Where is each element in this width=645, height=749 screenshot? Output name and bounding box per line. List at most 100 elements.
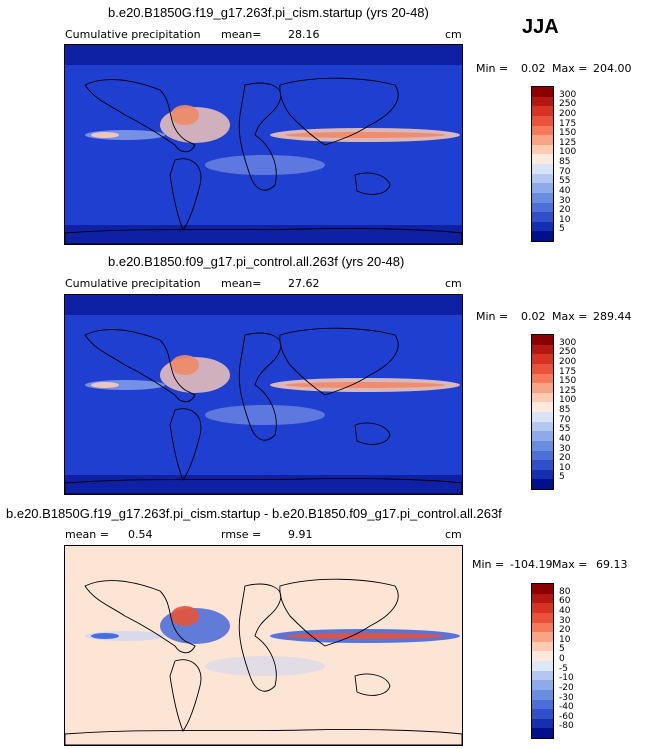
colorbar-swatch	[532, 231, 553, 241]
colorbar-swatch	[532, 106, 553, 116]
colorbar-tick-label: -80	[559, 721, 574, 732]
panel-3-mean-value: 0.54	[128, 528, 153, 541]
colorbar-swatch	[532, 335, 553, 345]
panel-3-rmse-label: rmse =	[221, 528, 262, 541]
colorbar-tick-label: 100	[559, 147, 577, 158]
colorbar-tick-label: 30	[559, 615, 571, 626]
colorbar-swatch	[532, 431, 553, 441]
panel-1-mean-value: 28.16	[288, 28, 320, 41]
panel-3-min-label: Min =	[472, 558, 505, 571]
colorbar-swatch	[532, 603, 553, 613]
colorbar-swatch	[532, 632, 553, 642]
colorbar-tick-label: 300	[559, 89, 577, 100]
colorbar-swatch	[532, 144, 553, 155]
colorbar-tick-label: 55	[559, 424, 571, 435]
colorbar-tick-label: 70	[559, 166, 571, 177]
panel-1-title: b.e20.B1850G.f19_g17.263f.pi_cism.startu…	[108, 5, 429, 20]
colorbar-tick-label: 175	[559, 118, 577, 129]
map-canvas	[65, 295, 462, 494]
colorbar-swatch	[532, 584, 553, 594]
colorbar-swatch	[532, 125, 553, 136]
colorbar-tick-label: 0	[559, 654, 565, 664]
panel-3-title: b.e20.B1850G.f19_g17.263f.pi_cism.startu…	[6, 506, 502, 521]
panel-3-units: cm	[445, 528, 462, 541]
panel-1-map	[64, 44, 463, 245]
panel-1-mean-label: mean=	[221, 28, 262, 41]
panel-1-units: cm	[445, 28, 462, 41]
colorbar-tick-label: 5	[559, 224, 565, 235]
colorbar-swatch	[532, 154, 553, 164]
colorbar-tick-label: 150	[559, 376, 577, 387]
colorbar-swatch	[532, 709, 553, 719]
colorbar-swatch	[532, 363, 553, 374]
colorbar-swatch	[532, 641, 553, 652]
panel-1-min-value: 0.02	[521, 62, 546, 75]
panel-2-units: cm	[445, 277, 462, 290]
colorbar-tick-label: 125	[559, 137, 577, 148]
panel-3-map	[64, 545, 463, 746]
panel-2-variable-label: Cumulative precipitation	[65, 277, 201, 290]
colorbar-swatch	[532, 412, 553, 422]
colorbar-tick-label: 175	[559, 366, 577, 377]
colorbar-swatch	[532, 392, 553, 403]
panel-2-map	[64, 294, 463, 495]
colorbar-swatch	[532, 354, 553, 364]
colorbar-tick-label: 200	[559, 356, 577, 367]
colorbar-swatch	[532, 373, 553, 384]
colorbar-swatch	[532, 689, 553, 700]
colorbar-tick-label: 10	[559, 634, 571, 645]
panel-3-colorbar	[531, 583, 554, 739]
colorbar-tick-label: 5	[559, 472, 565, 483]
panel-3-mean-label: mean =	[65, 528, 109, 541]
colorbar-tick-label: 20	[559, 625, 571, 636]
colorbar-swatch	[532, 469, 553, 480]
colorbar-swatch	[532, 96, 553, 107]
colorbar-tick-label: -40	[559, 702, 574, 713]
colorbar-swatch	[532, 450, 553, 461]
colorbar-tick-label: 85	[559, 405, 571, 415]
colorbar-swatch	[532, 344, 553, 355]
panel-3-max-value: 69.13	[596, 558, 628, 571]
colorbar-swatch	[532, 460, 553, 470]
colorbar-swatch	[532, 87, 553, 97]
colorbar-swatch	[532, 680, 553, 690]
colorbar-tick-label: 10	[559, 214, 571, 225]
colorbar-swatch	[532, 183, 553, 193]
colorbar-tick-label: 150	[559, 128, 577, 139]
panel-2-max-label: Max =	[552, 310, 588, 323]
colorbar-tick-label: 250	[559, 347, 577, 358]
colorbar-swatch	[532, 651, 553, 661]
colorbar-tick-label: 20	[559, 453, 571, 464]
colorbar-swatch	[532, 699, 553, 710]
colorbar-swatch	[532, 164, 553, 174]
colorbar-swatch	[532, 383, 553, 393]
map-canvas	[65, 546, 462, 745]
colorbar-tick-label: 60	[559, 596, 571, 607]
colorbar-tick-label: 80	[559, 586, 571, 597]
colorbar-tick-label: 40	[559, 605, 571, 616]
panel-1-max-label: Max =	[552, 62, 588, 75]
panel-1-min-label: Min =	[476, 62, 509, 75]
colorbar-tick-label: 250	[559, 99, 577, 110]
colorbar-tick-label: 85	[559, 157, 571, 167]
colorbar-swatch	[532, 612, 553, 623]
panel-2-min-label: Min =	[476, 310, 509, 323]
colorbar-swatch	[532, 202, 553, 213]
colorbar-tick-label: 40	[559, 433, 571, 444]
colorbar-tick-label: 5	[559, 644, 565, 655]
colorbar-swatch	[532, 440, 553, 451]
panel-2-max-value: 289.44	[593, 310, 632, 323]
panel-2-title: b.e20.B1850.f09_g17.pi_control.all.263f …	[108, 254, 405, 269]
colorbar-swatch	[532, 402, 553, 412]
colorbar-swatch	[532, 622, 553, 633]
colorbar-tick-label: 30	[559, 195, 571, 206]
panel-1-max-value: 204.00	[593, 62, 632, 75]
colorbar-tick-label: -60	[559, 711, 574, 722]
colorbar-swatch	[532, 221, 553, 232]
panel-2-min-value: 0.02	[521, 310, 546, 323]
colorbar-swatch	[532, 192, 553, 203]
panel-1-variable-label: Cumulative precipitation	[65, 28, 201, 41]
colorbar-tick-label: 70	[559, 414, 571, 425]
colorbar-tick-label: -30	[559, 692, 574, 703]
colorbar-swatch	[532, 421, 553, 432]
